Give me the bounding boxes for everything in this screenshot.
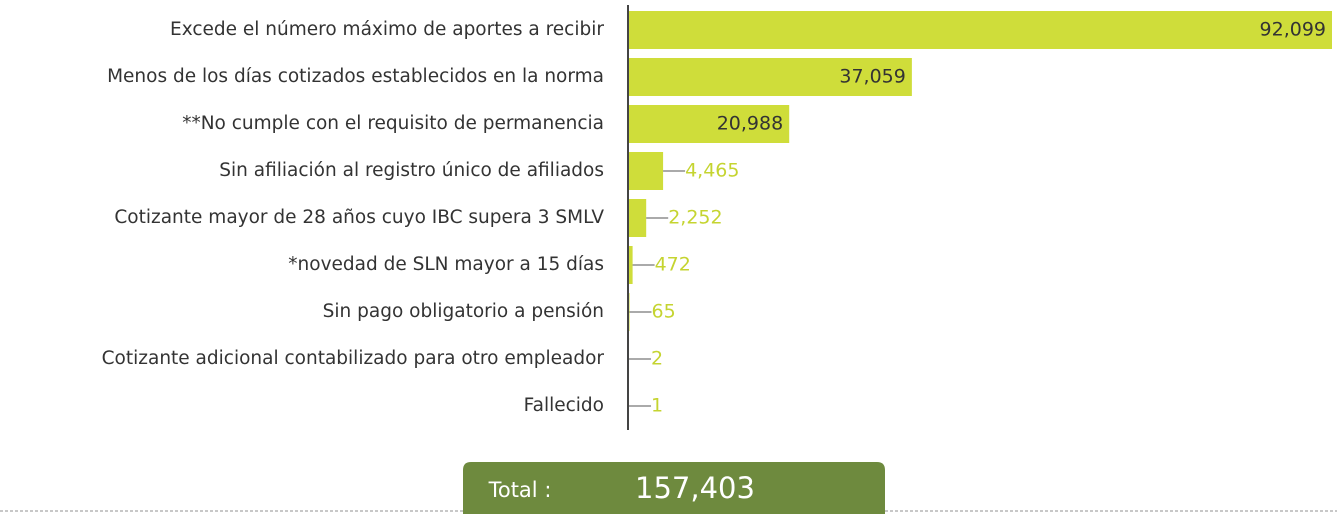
bar	[629, 199, 647, 237]
bar	[629, 152, 664, 190]
category-label: Excede el número máximo de aportes a rec…	[170, 19, 604, 40]
category-label: Cotizante adicional contabilizado para o…	[102, 348, 605, 369]
category-label: Fallecido	[524, 395, 604, 416]
value-label: 1	[651, 395, 663, 417]
total-label: Total :	[488, 478, 552, 502]
category-label: Sin afiliación al registro único de afil…	[219, 160, 604, 181]
category-label: **No cumple con el requisito de permanen…	[182, 113, 604, 134]
bar	[629, 58, 912, 96]
total-value: 157,403	[635, 471, 755, 505]
value-label: 37,059	[839, 66, 905, 88]
bar	[629, 11, 1332, 49]
total-box	[463, 462, 885, 514]
value-label: 4,465	[685, 160, 739, 182]
value-label: 472	[655, 254, 691, 276]
value-label: 2,252	[668, 207, 722, 229]
value-label: 92,099	[1260, 19, 1326, 41]
value-label: 20,988	[717, 113, 783, 135]
category-label: Menos de los días cotizados establecidos…	[107, 66, 604, 87]
value-label: 65	[651, 301, 675, 323]
category-label: Cotizante mayor de 28 años cuyo IBC supe…	[114, 207, 604, 228]
value-label: 2	[651, 348, 663, 370]
bar	[629, 105, 790, 143]
bar	[629, 246, 633, 284]
category-label: Sin pago obligatorio a pensión	[323, 301, 604, 322]
category-label: *novedad de SLN mayor a 15 días	[288, 254, 604, 275]
